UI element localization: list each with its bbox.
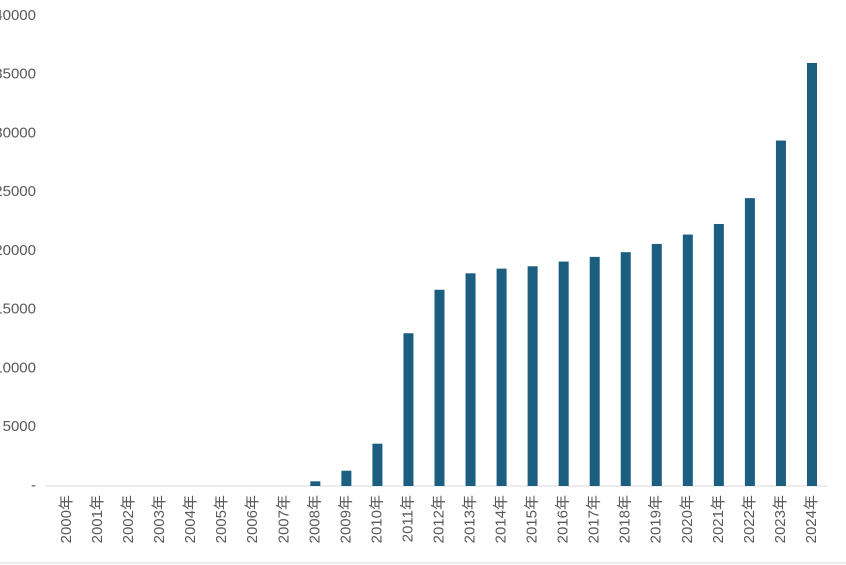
y-tick-label: 35000	[0, 66, 36, 83]
bar	[465, 273, 476, 486]
x-tick-label: 2022年	[741, 495, 758, 543]
x-tick-label: 2016年	[555, 495, 572, 543]
y-tick-label: 5000	[3, 418, 36, 435]
bar	[806, 63, 817, 486]
y-tick-label: 15000	[0, 301, 36, 318]
bar	[713, 223, 724, 486]
x-tick-label: 2001年	[89, 495, 106, 543]
bar	[775, 140, 786, 487]
bar	[527, 266, 538, 486]
y-tick-label: -	[31, 477, 36, 494]
x-tick-label: 2010年	[368, 495, 385, 543]
x-tick-label: 2000年	[58, 495, 75, 543]
x-tick-label: 2023年	[772, 495, 789, 543]
x-tick-label: 2017年	[586, 495, 603, 543]
x-tick-label: 2007年	[275, 495, 292, 543]
x-tick-label: 2020年	[679, 495, 696, 543]
y-tick-label: 20000	[0, 242, 36, 259]
x-tick-label: 2005年	[213, 495, 230, 543]
x-tick-label: 2015年	[524, 495, 541, 543]
x-tick-label: 2002年	[120, 495, 137, 543]
x-tick-label: 2009年	[337, 495, 354, 543]
bar	[403, 333, 414, 486]
y-tick-label: 30000	[0, 124, 36, 141]
y-tick-label: 25000	[0, 183, 36, 200]
x-tick-label: 2014年	[493, 495, 510, 543]
y-tick-label: 40000	[0, 7, 36, 24]
bar	[310, 481, 321, 486]
bar	[496, 268, 507, 486]
x-tick-label: 2021年	[710, 495, 727, 543]
bar	[620, 252, 631, 486]
x-tick-label: 2004年	[182, 495, 199, 543]
x-tick-label: 2011年	[399, 495, 416, 542]
bar	[372, 443, 383, 486]
bar	[558, 261, 569, 486]
x-tick-label: 2006年	[244, 495, 261, 543]
bar	[744, 198, 755, 486]
bar	[434, 289, 445, 486]
y-tick-label: 10000	[0, 359, 36, 376]
bar	[682, 234, 693, 486]
x-tick-label: 2019年	[648, 495, 665, 543]
bar	[341, 470, 352, 486]
bar	[589, 256, 600, 486]
bar	[651, 243, 662, 486]
x-tick-label: 2018年	[617, 495, 634, 543]
x-tick-label: 2003年	[151, 495, 168, 543]
x-tick-label: 2012年	[430, 495, 447, 543]
x-tick-label: 2008年	[306, 495, 323, 543]
x-tick-label: 2024年	[803, 495, 820, 543]
x-tick-label: 2013年	[462, 495, 479, 543]
